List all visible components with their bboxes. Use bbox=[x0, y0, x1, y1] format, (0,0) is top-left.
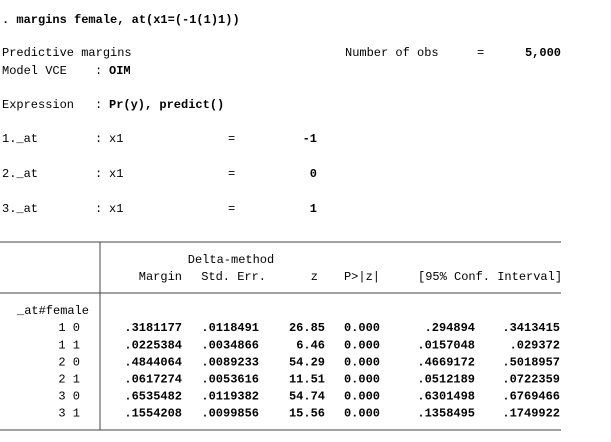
info-sep: : bbox=[95, 64, 102, 78]
cell: .0034866 bbox=[201, 338, 259, 352]
at-sep: : bbox=[95, 167, 102, 181]
info-value: Pr(y), predict() bbox=[109, 98, 224, 112]
cell: .0089233 bbox=[201, 355, 259, 369]
cell: .3413415 bbox=[502, 321, 560, 335]
cell: 0.000 bbox=[344, 390, 380, 404]
at-sep: : bbox=[95, 132, 102, 146]
at-eq: = bbox=[228, 132, 235, 146]
cell: 0.000 bbox=[344, 321, 380, 335]
info-label: Expression bbox=[2, 98, 74, 112]
at-sep: : bbox=[95, 202, 102, 216]
command: . margins female, at(x1=(-1(1)1)) bbox=[2, 13, 240, 27]
column-header: Margin bbox=[139, 270, 182, 284]
cell: .6301498 bbox=[417, 390, 475, 404]
cell: .0225384 bbox=[124, 338, 182, 352]
cell: .0157048 bbox=[417, 338, 475, 352]
cell: 11.51 bbox=[289, 372, 325, 386]
cell: .0617274 bbox=[124, 372, 182, 386]
column-header: [95% Conf. Interval] bbox=[418, 270, 562, 284]
at-eq: = bbox=[228, 167, 235, 181]
group-label: _at#female bbox=[16, 304, 89, 318]
cell: 26.85 bbox=[289, 321, 325, 335]
cell: .0119382 bbox=[201, 390, 259, 404]
nobs-value: 5,000 bbox=[525, 46, 561, 60]
info-label: Model VCE bbox=[2, 64, 67, 78]
cell: .294894 bbox=[425, 321, 475, 335]
info-value: OIM bbox=[109, 64, 131, 78]
cell: .6769466 bbox=[502, 390, 560, 404]
column-header: z bbox=[311, 270, 318, 284]
cell: .0099856 bbox=[201, 407, 259, 421]
cell: 0.000 bbox=[344, 338, 380, 352]
row-label: 2 1 bbox=[58, 372, 80, 386]
cell: 6.46 bbox=[296, 338, 325, 352]
cell: .1358495 bbox=[417, 407, 475, 421]
at-label: 3._at bbox=[2, 202, 38, 216]
cell: 54.74 bbox=[289, 390, 325, 404]
row-label: 3 0 bbox=[58, 390, 80, 404]
at-var: x1 bbox=[109, 167, 123, 181]
nobs-label: Number of obs bbox=[345, 46, 439, 60]
row-label: 1 1 bbox=[58, 338, 80, 352]
cell: .0512189 bbox=[417, 372, 475, 386]
cell: .5018957 bbox=[502, 355, 560, 369]
at-value: 1 bbox=[310, 202, 317, 216]
row-label: 3 1 bbox=[58, 407, 80, 421]
nobs-eq: = bbox=[477, 46, 484, 60]
at-label: 2._at bbox=[2, 167, 38, 181]
cell: .1554208 bbox=[124, 407, 182, 421]
cell: .4844064 bbox=[124, 355, 182, 369]
at-eq: = bbox=[228, 202, 235, 216]
cell: .0053616 bbox=[201, 372, 259, 386]
cell: .0722359 bbox=[502, 372, 560, 386]
column-header: P>|z| bbox=[344, 270, 380, 284]
cell: .1749922 bbox=[502, 407, 560, 421]
cell: 0.000 bbox=[344, 355, 380, 369]
at-label: 1._at bbox=[2, 132, 38, 146]
at-var: x1 bbox=[109, 132, 123, 146]
cell: .3181177 bbox=[124, 321, 182, 335]
cell: 0.000 bbox=[344, 372, 380, 386]
title: Predictive margins bbox=[2, 46, 132, 60]
cell: 54.29 bbox=[289, 355, 325, 369]
cell: .6535482 bbox=[124, 390, 182, 404]
info-sep: : bbox=[95, 98, 102, 112]
at-var: x1 bbox=[109, 202, 123, 216]
cell: 0.000 bbox=[344, 407, 380, 421]
at-value: 0 bbox=[310, 167, 317, 181]
at-value: -1 bbox=[303, 132, 317, 146]
column-header: Std. Err. bbox=[201, 270, 266, 284]
row-label: 1 0 bbox=[58, 321, 80, 335]
row-label: 2 0 bbox=[58, 355, 80, 369]
cell: 15.56 bbox=[289, 407, 325, 421]
cell: .0118491 bbox=[201, 321, 259, 335]
super-header: Delta-method bbox=[188, 253, 274, 267]
cell: .029372 bbox=[510, 338, 560, 352]
cell: .4669172 bbox=[417, 355, 475, 369]
